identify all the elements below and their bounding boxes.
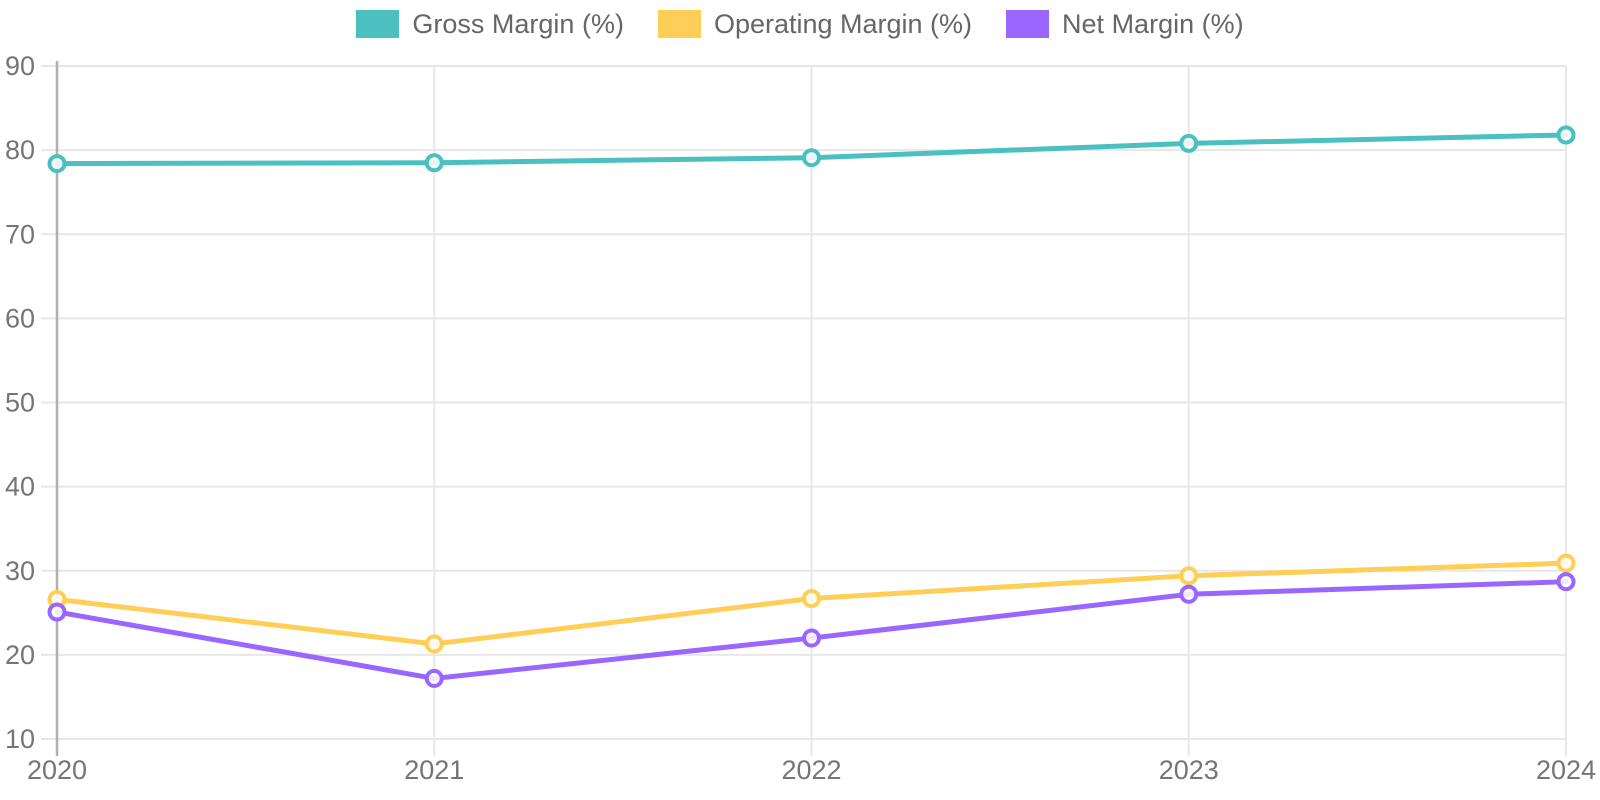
legend-label-gross-margin: Gross Margin (%) xyxy=(412,8,624,39)
svg-text:50: 50 xyxy=(5,388,35,418)
legend-label-net-margin: Net Margin (%) xyxy=(1062,8,1244,39)
svg-text:70: 70 xyxy=(5,219,35,249)
legend-item-net-margin[interactable]: Net Margin (%) xyxy=(1006,10,1244,38)
svg-text:2021: 2021 xyxy=(404,755,464,785)
svg-text:2020: 2020 xyxy=(27,755,87,785)
chart-legend: Gross Margin (%) Operating Margin (%) Ne… xyxy=(0,10,1600,38)
svg-text:90: 90 xyxy=(5,51,35,81)
svg-text:2023: 2023 xyxy=(1159,755,1219,785)
legend-swatch-operating-margin-icon xyxy=(657,10,701,38)
svg-text:2022: 2022 xyxy=(781,755,841,785)
legend-swatch-net-margin-icon xyxy=(1006,10,1050,38)
legend-item-operating-margin[interactable]: Operating Margin (%) xyxy=(657,8,973,39)
legend-swatch-gross-margin-icon xyxy=(356,10,400,38)
svg-text:60: 60 xyxy=(5,303,35,333)
svg-text:20: 20 xyxy=(5,640,35,670)
svg-text:40: 40 xyxy=(5,472,35,502)
legend-item-gross-margin[interactable]: Gross Margin (%) xyxy=(356,10,624,38)
svg-text:30: 30 xyxy=(5,556,35,586)
legend-label-operating-margin: Operating Margin (%) xyxy=(713,8,973,39)
svg-text:2024: 2024 xyxy=(1536,755,1596,785)
svg-text:80: 80 xyxy=(5,135,35,165)
svg-text:10: 10 xyxy=(5,724,35,754)
